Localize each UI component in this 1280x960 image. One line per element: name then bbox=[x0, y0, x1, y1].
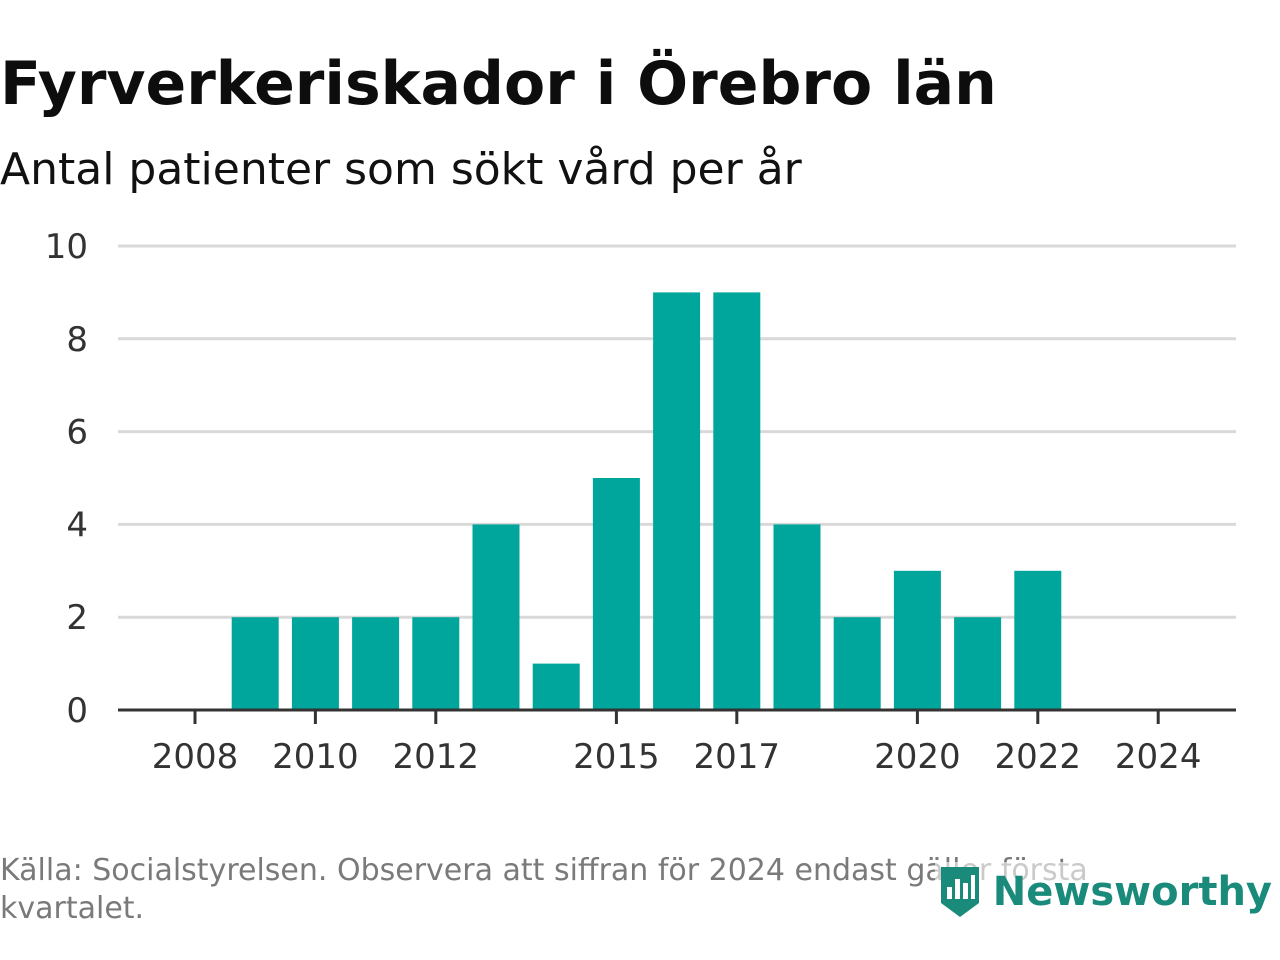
bar-2022 bbox=[1014, 570, 1062, 710]
y-tick-label-10: 10 bbox=[45, 227, 88, 267]
bar-2013 bbox=[472, 524, 520, 710]
x-tick-label-2022: 2022 bbox=[995, 737, 1082, 777]
bar-2020 bbox=[893, 570, 941, 710]
bar-2014 bbox=[532, 663, 580, 710]
y-tick-label-6: 6 bbox=[66, 413, 88, 453]
bars bbox=[231, 292, 1062, 710]
y-tick-label-8: 8 bbox=[66, 320, 88, 360]
bar-2012 bbox=[412, 617, 460, 710]
y-tick-label-0: 0 bbox=[66, 691, 88, 731]
x-tick-label-2008: 2008 bbox=[152, 737, 239, 777]
bar-2021 bbox=[954, 617, 1002, 710]
bar-2018 bbox=[773, 524, 821, 710]
bar-2009 bbox=[231, 617, 279, 710]
bar-2017 bbox=[713, 292, 761, 710]
x-axis: 2008 2010 2012 2015 2017 2020 2022 2024 bbox=[118, 708, 1236, 777]
x-tick-label-2010: 2010 bbox=[272, 737, 359, 777]
brand-logo[interactable]: Newsworthy bbox=[934, 862, 1272, 922]
bar-2019 bbox=[833, 617, 881, 710]
bar-2011 bbox=[352, 617, 400, 710]
y-axis-labels: 0 2 4 6 8 10 bbox=[45, 227, 88, 731]
x-tick-label-2024: 2024 bbox=[1115, 737, 1202, 777]
y-tick-label-2: 2 bbox=[66, 598, 88, 638]
y-tick-label-4: 4 bbox=[66, 505, 88, 545]
bar-2016 bbox=[653, 292, 701, 710]
source-note: Källa: Socialstyrelsen. Observera att si… bbox=[0, 853, 1088, 926]
x-tick-label-2020: 2020 bbox=[874, 737, 961, 777]
x-tick-label-2017: 2017 bbox=[694, 737, 781, 777]
chart-title: Fyrverkeriskador i Örebro län bbox=[0, 49, 997, 119]
x-tick-label-2012: 2012 bbox=[393, 737, 480, 777]
chart-subtitle: Antal patienter som sökt vård per år bbox=[0, 144, 802, 195]
bar-2010 bbox=[291, 617, 339, 710]
newsworthy-logo-icon bbox=[940, 867, 979, 917]
bar-chart: 0 2 4 6 8 10 2008 2010 2012 2015 2017 2020 2022 2024 bbox=[45, 227, 1236, 777]
x-tick-label-2015: 2015 bbox=[573, 737, 660, 777]
brand-name: Newsworthy bbox=[992, 869, 1272, 915]
bar-2015 bbox=[592, 478, 640, 710]
